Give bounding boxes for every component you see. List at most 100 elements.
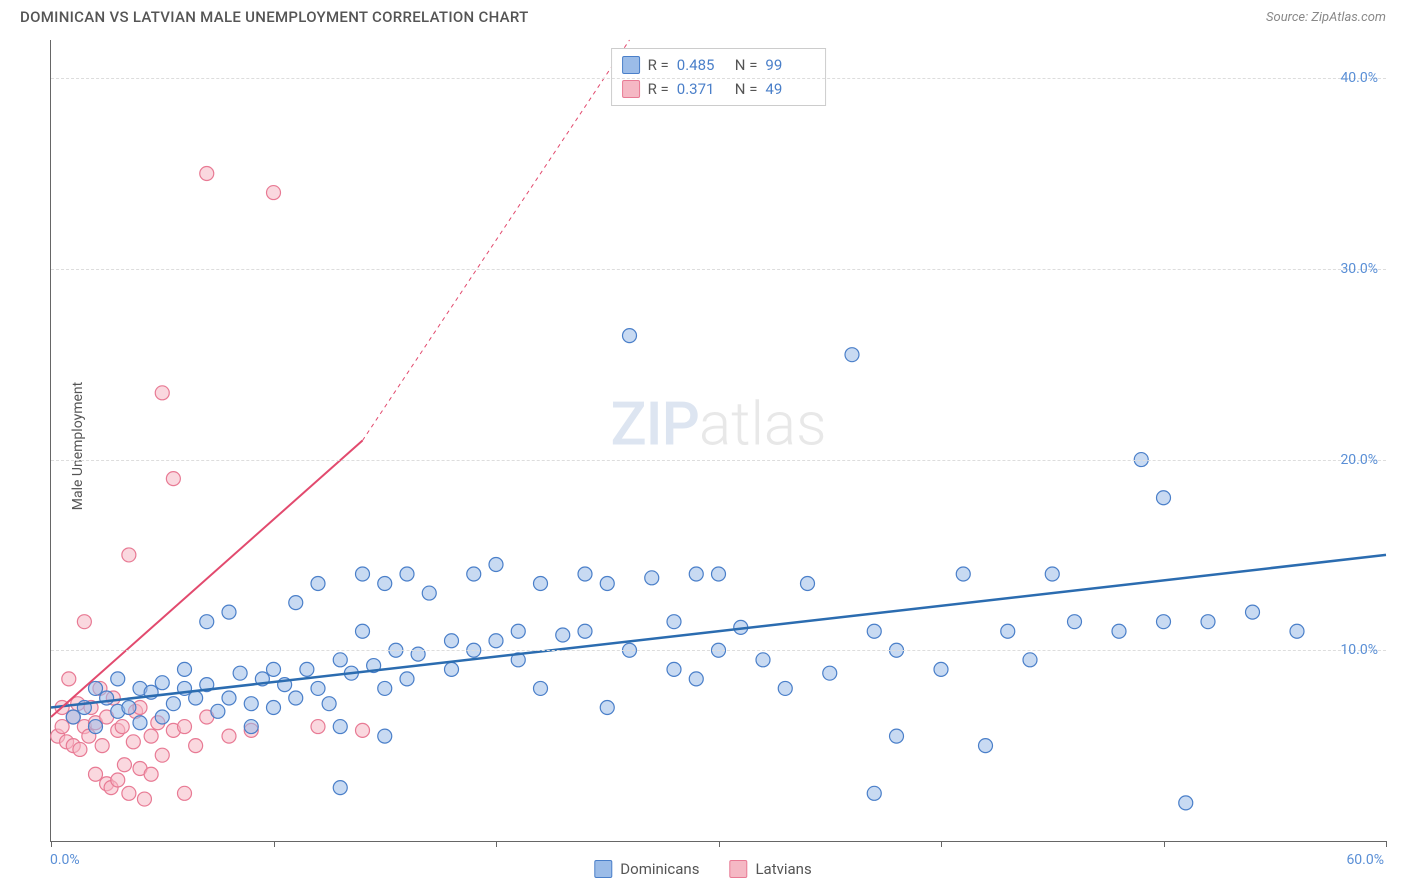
latvians-point [111, 773, 125, 787]
x-tick [274, 841, 275, 847]
dominicans-point [1023, 653, 1037, 667]
latvians-point [137, 792, 151, 806]
dominicans-point [222, 691, 236, 705]
chart-plot-area: ZIPatlas R =0.485N =99R =0.371N =49 10.0… [50, 40, 1386, 842]
x-tick-label: 60.0% [1346, 852, 1384, 868]
dominicans-point [623, 329, 637, 343]
r-value: 0.485 [677, 53, 727, 77]
gridline [51, 460, 1386, 461]
scatter-svg [51, 40, 1386, 841]
dominicans-point [311, 577, 325, 591]
gridline [51, 650, 1386, 651]
y-tick-label: 20.0% [1340, 452, 1378, 468]
dominicans-point [333, 720, 347, 734]
dominicans-point [166, 697, 180, 711]
latvians-point [178, 720, 192, 734]
dominicans-point [867, 624, 881, 638]
dominicans-point [155, 710, 169, 724]
dominicans-point [200, 615, 214, 629]
dominicans-point [222, 605, 236, 619]
dominicans-point [1045, 567, 1059, 581]
dominicans-point [556, 628, 570, 642]
latvians-legend-swatch [729, 860, 747, 878]
dominicans-point [267, 701, 281, 715]
y-tick-label: 10.0% [1340, 642, 1378, 658]
x-tick [941, 841, 942, 847]
dominicans-point [178, 662, 192, 676]
correlation-stats-box: R =0.485N =99R =0.371N =49 [611, 48, 827, 106]
dominicans-point [333, 653, 347, 667]
latvians-point [73, 742, 87, 756]
latvians-point [62, 672, 76, 686]
dominicans-point [378, 729, 392, 743]
dominicans-point [322, 697, 336, 711]
dominicans-point [667, 615, 681, 629]
dominicans-legend-swatch [594, 860, 612, 878]
dominicans-point [467, 567, 481, 581]
latvians-point [155, 748, 169, 762]
dominicans-point [400, 567, 414, 581]
latvians-swatch [622, 80, 640, 98]
dominicans-point [244, 697, 258, 711]
gridline [51, 269, 1386, 270]
dominicans-point [600, 577, 614, 591]
dominicans-point [111, 672, 125, 686]
dominicans-point [356, 567, 370, 581]
dominicans-point [1157, 491, 1171, 505]
dominicans-point [289, 596, 303, 610]
latvians-point [95, 739, 109, 753]
latvians-point [155, 386, 169, 400]
latvians-point [189, 739, 203, 753]
dominicans-point [300, 662, 314, 676]
dominicans-point [1112, 624, 1126, 638]
dominicans-point [89, 720, 103, 734]
latvians-point [55, 720, 69, 734]
dominicans-point [189, 691, 203, 705]
dominicans-point [133, 716, 147, 730]
gridline [51, 78, 1386, 79]
dominicans-point [712, 567, 726, 581]
dominicans-point [778, 681, 792, 695]
x-tick [1386, 841, 1387, 847]
dominicans-point [233, 666, 247, 680]
dominicans-point [979, 739, 993, 753]
dominicans-point [311, 681, 325, 695]
dominicans-point [489, 557, 503, 571]
n-value: 49 [765, 77, 815, 101]
dominicans-point [289, 691, 303, 705]
dominicans-point [956, 567, 970, 581]
x-tick [719, 841, 720, 847]
dominicans-point [667, 662, 681, 676]
dominicans-point [356, 624, 370, 638]
latvians-point [122, 548, 136, 562]
dominicans-point [578, 567, 592, 581]
latvians-point [126, 735, 140, 749]
dominicans-point [378, 577, 392, 591]
legend: DominicansLatvians [594, 860, 811, 878]
latvians-point [267, 186, 281, 200]
dominicans-point [122, 701, 136, 715]
stats-row-latvians: R =0.371N =49 [622, 77, 816, 101]
dominicans-point [689, 567, 703, 581]
dominicans-point [1179, 796, 1193, 810]
source-attribution: Source: ZipAtlas.com [1266, 10, 1386, 25]
chart-title: DOMINICAN VS LATVIAN MALE UNEMPLOYMENT C… [20, 8, 529, 26]
r-label: R = [648, 53, 669, 77]
dominicans-point [211, 704, 225, 718]
legend-item-dominicans: Dominicans [594, 860, 699, 878]
dominicans-point [1068, 615, 1082, 629]
dominicans-point [489, 634, 503, 648]
dominicans-point [511, 624, 525, 638]
latvians-point [122, 786, 136, 800]
latvians-point [178, 786, 192, 800]
dominicans-point [445, 662, 459, 676]
x-tick [51, 841, 52, 847]
latvians-point [166, 472, 180, 486]
dominicans-point [534, 681, 548, 695]
latvians-point [311, 720, 325, 734]
dominicans-point [756, 653, 770, 667]
dominicans-point [867, 786, 881, 800]
dominicans-point [411, 647, 425, 661]
dominicans-point [89, 681, 103, 695]
latvians-point [200, 167, 214, 181]
